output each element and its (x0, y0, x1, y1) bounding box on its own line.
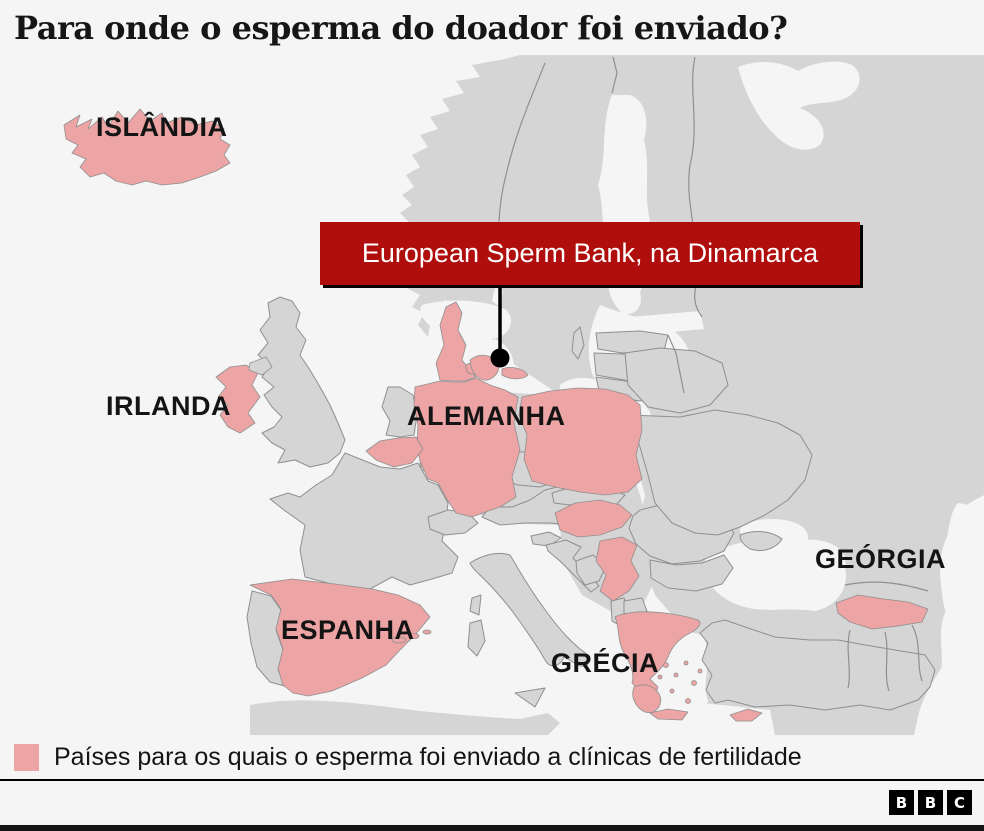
label-germany: ALEMANHA (407, 401, 566, 431)
sea-gulf-of-finland (630, 311, 704, 335)
country-ireland (215, 364, 261, 434)
sea-caspian (916, 503, 984, 735)
country-poland (518, 387, 643, 496)
greek-island (691, 680, 697, 686)
label-ireland: IRLANDA (106, 391, 231, 421)
country-switzerland (427, 509, 479, 536)
country-belgium (365, 436, 424, 468)
island-mallorca (391, 636, 407, 644)
border-armenia-1 (847, 629, 851, 689)
country-belarus (624, 347, 729, 414)
callout-box: European Sperm Bank, na Dinamarca (320, 222, 860, 285)
bbc-logo: B B C (889, 790, 972, 815)
callout-marker-dot (490, 348, 510, 368)
country-france (269, 452, 459, 590)
landmass-north-africa (250, 700, 560, 735)
sea-adriatic (505, 560, 592, 645)
label-iceland: ISLÂNDIA (96, 112, 228, 142)
country-cyprus (729, 708, 763, 722)
border-azerbaijan (911, 624, 923, 682)
greek-island (657, 674, 663, 680)
region-northern-ireland (248, 356, 273, 376)
island-sicily (514, 687, 546, 708)
bbc-logo-letter: B (918, 790, 943, 815)
greek-island (683, 660, 689, 666)
country-iceland (63, 108, 231, 186)
border-russia-caucasus (844, 581, 929, 592)
country-ukraine (627, 409, 813, 536)
country-georgia (835, 594, 929, 630)
country-great-britain (257, 296, 346, 468)
sea-skagerrak (420, 300, 512, 341)
island-crete (649, 708, 689, 721)
greek-island (685, 698, 691, 704)
island-gotland (571, 326, 585, 360)
label-greece: GRÉCIA (551, 648, 660, 678)
border-finland-russia (688, 56, 703, 318)
country-hungary (554, 499, 633, 538)
legend: Países para os quais o esperma foi envia… (14, 737, 802, 777)
country-italy (469, 552, 590, 667)
greek-island (673, 672, 679, 678)
greek-island (697, 668, 703, 674)
page-title: Para onde o esperma do doador foi enviad… (14, 9, 788, 47)
country-denmark-lolland (501, 367, 529, 380)
legend-swatch (14, 743, 39, 771)
island-corsica (469, 594, 482, 616)
europe-map-container: ISLÂNDIA IRLANDA ALEMANHA ESPANHA GRÉCIA… (0, 55, 984, 735)
label-georgia: GEÓRGIA (815, 544, 947, 574)
country-turkey (699, 619, 936, 711)
island-menorca (408, 633, 420, 639)
label-spain: ESPANHA (281, 615, 415, 645)
border-armenia-2 (884, 631, 890, 692)
border-baltics-russia (667, 334, 685, 394)
country-slovenia (530, 531, 562, 547)
country-greece-mainland (614, 611, 701, 695)
country-denmark-jutland (435, 301, 477, 382)
country-germany (413, 377, 521, 518)
country-netherlands (381, 386, 418, 438)
greek-island (663, 662, 669, 668)
country-bulgaria (649, 554, 734, 592)
bbc-logo-letter: C (947, 790, 972, 815)
island-sardinia (467, 619, 486, 657)
sea-black-sea (704, 539, 846, 611)
country-greece-peloponnese (632, 684, 662, 713)
sea-white-sea (738, 61, 860, 150)
border-sweden-finland (611, 56, 618, 94)
region-crimea (739, 531, 783, 552)
bottom-strip (0, 825, 984, 831)
greek-island (669, 688, 675, 694)
footer-divider (0, 779, 984, 781)
legend-label: Países para os quais o esperma foi envia… (54, 742, 802, 771)
bbc-logo-letter: B (889, 790, 914, 815)
island-ibiza (422, 629, 432, 635)
country-spain (249, 578, 431, 697)
country-serbia (595, 536, 640, 602)
